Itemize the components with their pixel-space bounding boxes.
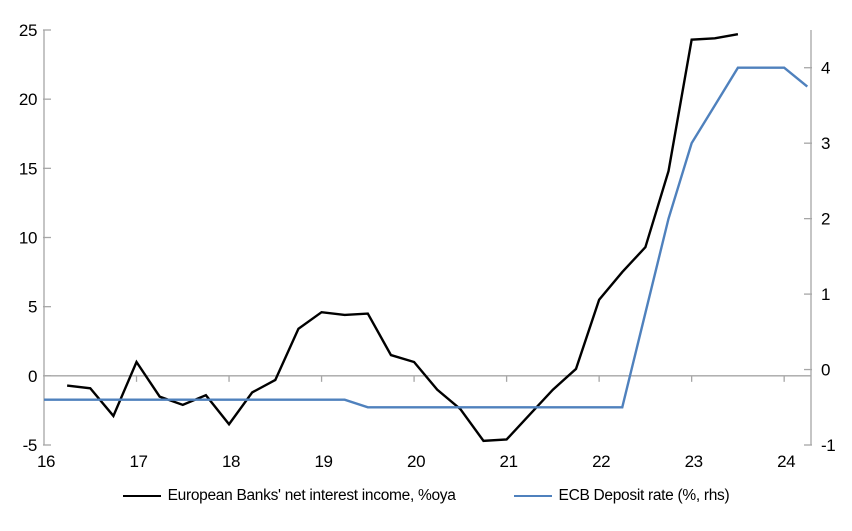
legend-label-net-interest-income: European Banks' net interest income, %oy…	[167, 487, 456, 504]
x-axis-tick-label: 21	[500, 452, 518, 471]
y-axis-left-tick-label: 15	[19, 159, 37, 178]
y-axis-right-tick-label: -1	[821, 436, 835, 455]
legend-label-ecb-deposit-rate: ECB Deposit rate (%, rhs)	[558, 487, 730, 504]
x-axis-tick-label: 18	[222, 452, 240, 471]
legend-line-sample-black	[122, 495, 161, 497]
y-axis-left-tick-label: 25	[19, 21, 37, 40]
y-axis-left-tick-label: 5	[28, 298, 37, 317]
y-axis-left-tick-label: 0	[28, 367, 37, 386]
y-axis-right-tick-label: 1	[821, 285, 830, 304]
y-axis-right-tick-label: 0	[821, 361, 830, 380]
y-axis-left-tick-label: -5	[23, 436, 37, 455]
x-axis-tick-label: 17	[129, 452, 147, 471]
x-axis-tick-label: 23	[685, 452, 703, 471]
legend-entry-net-interest-income: European Banks' net interest income, %oy…	[122, 487, 456, 505]
series-line-ecb-deposit-rate	[44, 66, 809, 409]
legend-line-sample-blue	[513, 495, 552, 497]
x-axis-tick-label: 24	[777, 452, 795, 471]
y-axis-left-tick-label: 20	[19, 90, 37, 109]
legend-entry-ecb-deposit-rate: ECB Deposit rate (%, rhs)	[513, 487, 730, 505]
y-axis-right-tick-label: 4	[821, 59, 830, 78]
series-line-net-interest-income	[66, 32, 739, 443]
x-axis-tick-label: 19	[315, 452, 333, 471]
y-axis-left-tick-label: 10	[19, 229, 37, 248]
y-axis-right-tick-label: 2	[821, 210, 830, 229]
x-axis-tick-label: 20	[407, 452, 425, 471]
x-axis-tick-label: 16	[37, 452, 55, 471]
x-axis-tick-label: 22	[592, 452, 610, 471]
y-axis-right-tick-label: 3	[821, 134, 830, 153]
legend: European Banks' net interest income, %oy…	[0, 487, 852, 505]
